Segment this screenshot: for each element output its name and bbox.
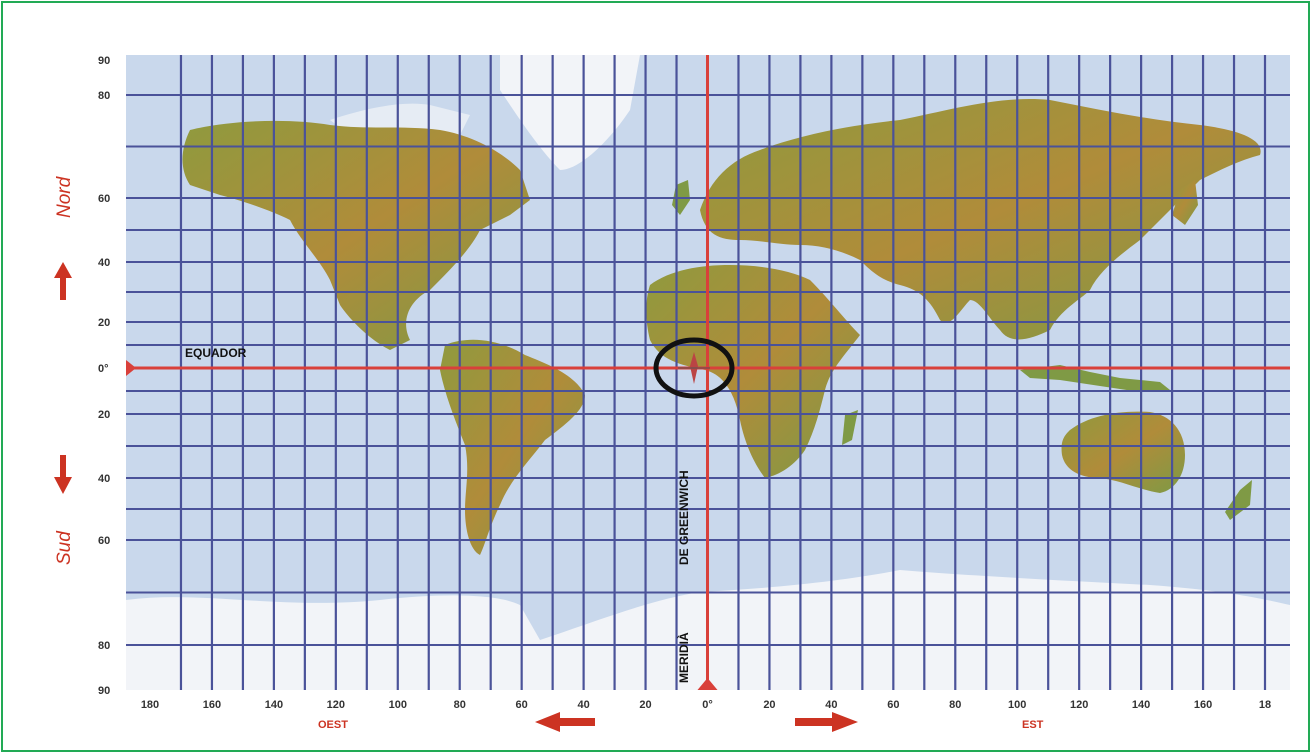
longitude-label: 160: [1194, 699, 1212, 711]
equator-label: EQUADOR: [185, 346, 247, 360]
australia: [1061, 411, 1185, 493]
latitude-label: 40: [98, 257, 110, 269]
longitude-label: 140: [265, 699, 283, 711]
latitude-label: 90: [98, 55, 110, 67]
latitude-label: 80: [98, 90, 110, 102]
latitude-label: 80: [98, 640, 110, 652]
latitude-label: 60: [98, 193, 110, 205]
latitude-label: 0°: [98, 363, 109, 375]
longitude-label: 140: [1132, 699, 1150, 711]
south-label: Sud: [54, 530, 75, 565]
longitude-label: 20: [639, 699, 651, 711]
longitude-label: 80: [454, 699, 466, 711]
longitude-label: 40: [577, 699, 589, 711]
longitude-label: 120: [1070, 699, 1088, 711]
longitude-label: 160: [203, 699, 221, 711]
longitude-label: 18: [1259, 699, 1271, 711]
equator-marker-icon: [126, 360, 136, 376]
longitude-label: 180: [141, 699, 159, 711]
longitude-label: 20: [763, 699, 775, 711]
meridian-label: MERIDIÀ: [676, 632, 691, 683]
west-label: OEST: [318, 719, 348, 731]
compass-icon: [678, 352, 710, 384]
south-arrow-icon: [54, 455, 72, 494]
madagascar: [842, 410, 858, 445]
longitude-label: 80: [949, 699, 961, 711]
latitude-label: 20: [98, 409, 110, 421]
greenwich-label: DE GREENWICH: [677, 470, 691, 565]
longitude-label: 60: [887, 699, 899, 711]
longitude-label: 40: [825, 699, 837, 711]
europe-asia: [700, 99, 1261, 340]
west-arrow-icon: [535, 712, 595, 732]
origin-circle: [653, 337, 735, 399]
south-america: [440, 339, 585, 555]
meridian-marker-icon: [697, 678, 718, 690]
latitude-label: 20: [98, 317, 110, 329]
longitude-label: 120: [327, 699, 345, 711]
latitude-label: 90: [98, 685, 110, 697]
longitude-label: 100: [389, 699, 407, 711]
latitude-label: 60: [98, 535, 110, 547]
coordinate-labels: 90 80 60 40 20 0° 20 40 60 80 90 180 160 140 120 100 80 6…: [98, 55, 1271, 711]
longitude-label: 60: [516, 699, 528, 711]
africa: [646, 265, 860, 478]
north-arrow-icon: [54, 262, 72, 300]
east-label: EST: [1022, 719, 1044, 731]
japan: [1172, 180, 1198, 225]
indonesia: [1020, 365, 1170, 392]
longitude-label: 0°: [702, 699, 713, 711]
latitude-label: 40: [98, 473, 110, 485]
greenland: [500, 55, 640, 170]
longitude-label: 100: [1008, 699, 1026, 711]
north-america: [182, 120, 530, 350]
east-arrow-icon: [795, 712, 858, 732]
north-label: Nord: [54, 175, 75, 218]
